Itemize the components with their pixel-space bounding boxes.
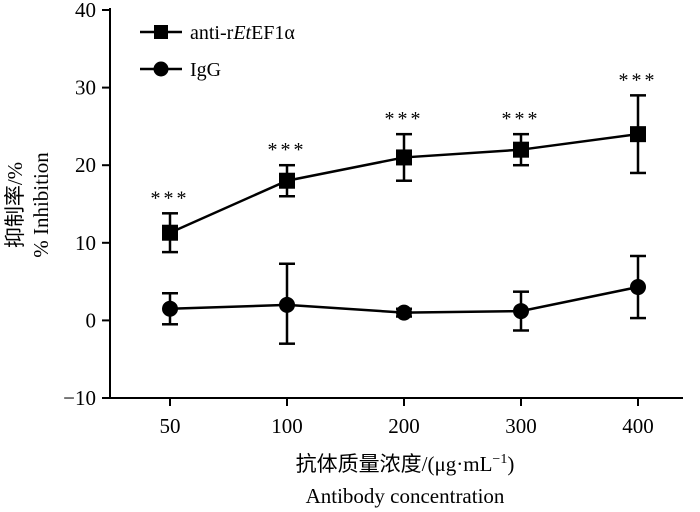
y-tick-label: 30 <box>75 76 96 100</box>
x-axis-label-cn-main: 抗体质量浓度/(μg·mL <box>296 452 493 476</box>
legend-part-3: EF1α <box>251 22 295 44</box>
data-point-circle <box>513 303 529 320</box>
legend-circle-marker <box>153 61 169 77</box>
x-tick-label: 100 <box>271 414 303 438</box>
x-axis-label-en: Antibody concentration <box>306 484 505 508</box>
significance-label: *** <box>268 139 307 161</box>
series-anti-rEtEF1a: *** *** *** *** *** <box>151 69 658 254</box>
data-point-circle <box>162 300 178 317</box>
x-tick-label: 300 <box>505 414 537 438</box>
data-point-square <box>279 172 295 189</box>
x-axis-label-cn-sup: −1 <box>492 452 507 467</box>
y-axis-label-cn: 抑制率/% <box>3 162 27 248</box>
x-tick-label: 50 <box>160 414 181 438</box>
x-tick-label: 400 <box>622 414 654 438</box>
x-tick-label: 200 <box>388 414 420 438</box>
significance-label: *** <box>619 69 658 91</box>
legend-part-1: anti-r <box>190 22 234 44</box>
data-point-square <box>513 141 529 158</box>
y-tick-label: 20 <box>75 153 96 177</box>
data-point-square <box>396 149 412 166</box>
x-axis-ticks: 50 100 200 300 400 <box>160 398 654 438</box>
data-point-circle <box>630 279 646 296</box>
series-layer: *** *** *** *** *** <box>151 69 658 345</box>
significance-label: *** <box>502 108 541 130</box>
legend-label-igg: IgG <box>190 59 221 81</box>
y-tick-label: 10 <box>75 231 96 255</box>
legend-square-marker <box>154 25 168 39</box>
y-tick-label: 0 <box>86 308 97 332</box>
y-axis-ticks: −10 0 10 20 30 40 <box>63 0 110 410</box>
significance-label: *** <box>151 187 190 209</box>
data-point-square <box>630 126 646 143</box>
x-axis-label-cn-close: ) <box>507 452 514 476</box>
axes <box>109 8 683 399</box>
data-point-circle <box>279 296 295 313</box>
y-tick-label: 40 <box>75 0 96 22</box>
legend-label-anti-rEtEF1a: anti-rEtEF1α <box>190 22 295 44</box>
data-point-circle <box>396 304 412 321</box>
x-axis-label-cn: 抗体质量浓度/(μg·mL−1) <box>296 452 515 476</box>
legend-part-2: Et <box>232 22 251 44</box>
y-axis-label-en: % Inhibition <box>29 152 53 258</box>
data-point-square <box>162 224 178 241</box>
legend: anti-rEtEF1α IgG <box>140 22 295 81</box>
series-igg <box>162 254 646 345</box>
significance-label: *** <box>385 108 424 130</box>
y-tick-label: −10 <box>63 386 96 410</box>
